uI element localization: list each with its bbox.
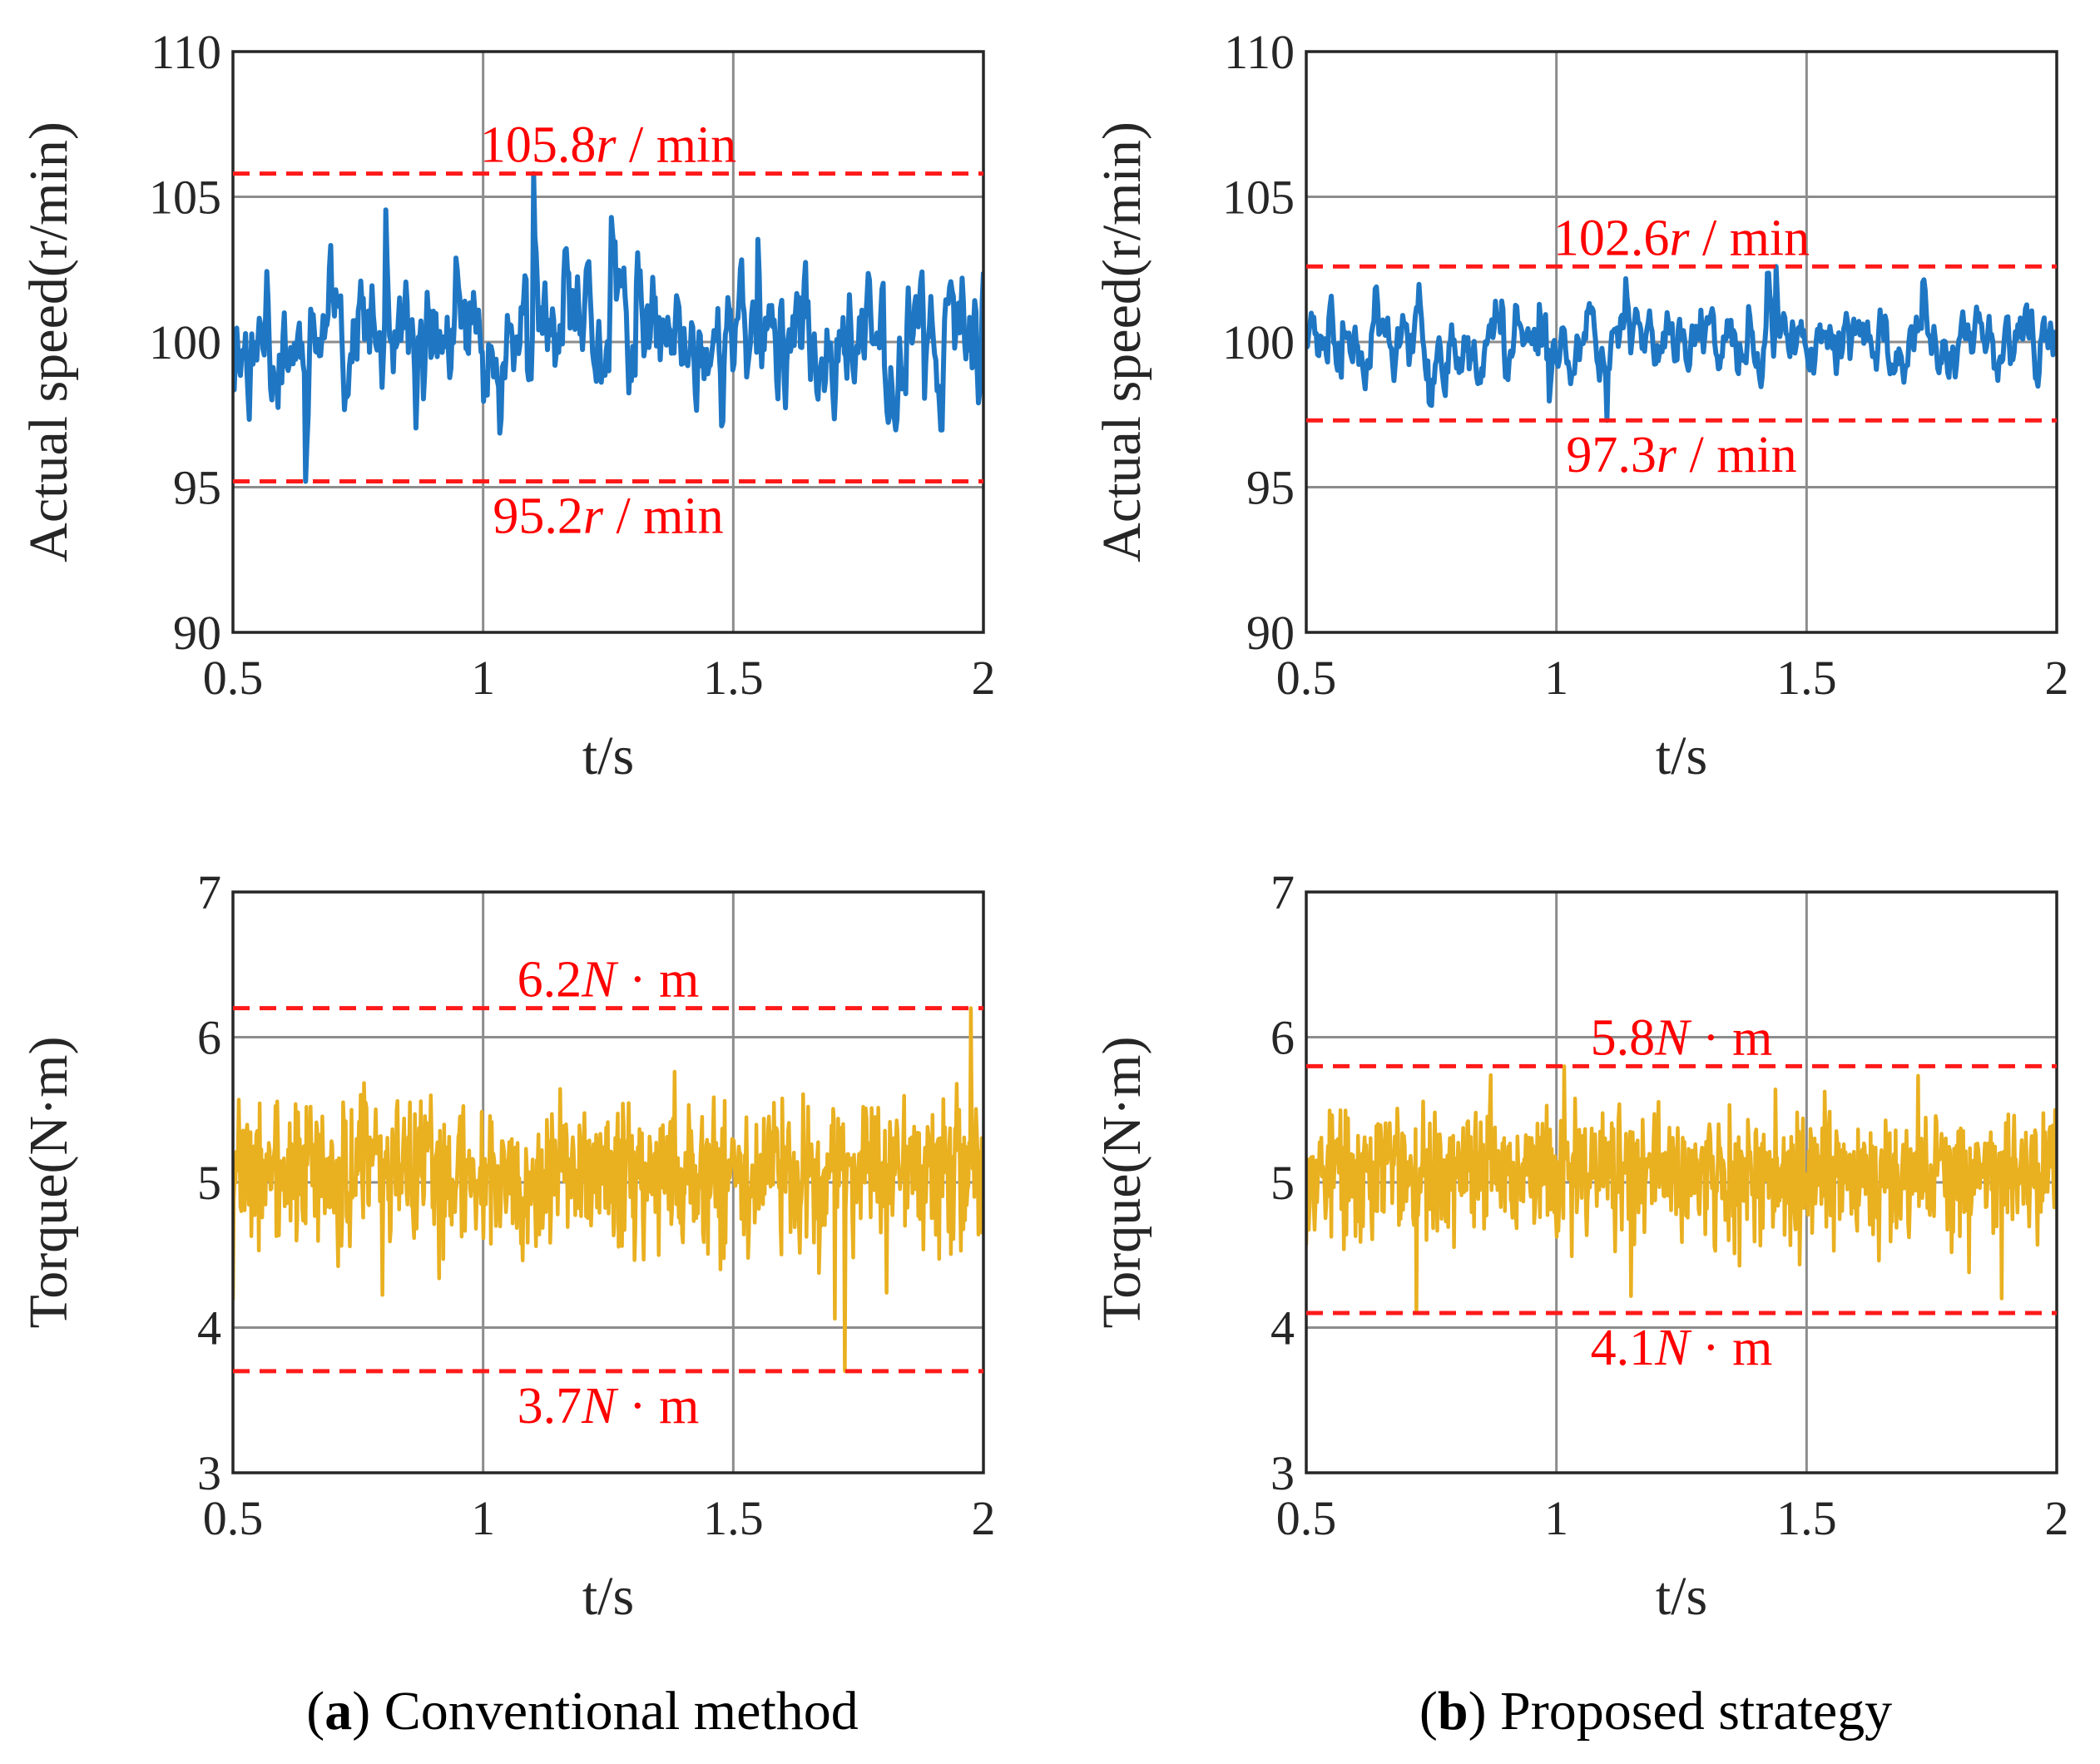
caption-a: (a) Conventional method — [306, 1681, 859, 1742]
panel-b-speed-limit-label-1-num: 97.3 — [1566, 427, 1657, 483]
panel-b-speed-signal-line — [1306, 264, 2057, 424]
panel-a-speed-limit-label-1: 95.2r / min — [493, 488, 723, 545]
panel-b-torque-xtick-1: 1 — [1544, 1491, 1568, 1545]
panel-a-torque-limit-label-1-num: 3.7 — [518, 1378, 582, 1434]
panel-b-torque-limit-label-1: 4.1N · m — [1591, 1320, 1773, 1376]
panel-a-torque-signal-line — [233, 1006, 983, 1374]
panel-a-torque-ytick-4: 7 — [197, 865, 221, 919]
panel-b-torque-limit-label-1-unit: · m — [1689, 1320, 1772, 1376]
panel-b-torque-limit-label-0: 5.8N · m — [1591, 1009, 1773, 1066]
panel-b-torque-chart: 5.8N · m4.1N · m0.5 1 1.5 234567t/sTorque(N… — [1092, 865, 2069, 1627]
panel-a-speed-limit-label-0-unit: / min — [616, 117, 736, 174]
caption-b: (b) Proposed strategy — [1419, 1681, 1892, 1742]
panel-b-speed-xtick-3: 2 — [2045, 651, 2069, 705]
panel-b-torque-ytick-0: 3 — [1270, 1446, 1295, 1500]
panel-b-torque-limit-label-1-num: 4.1 — [1591, 1320, 1656, 1376]
panel-a-torque-ylabel: Torque(N·m) — [18, 1037, 79, 1329]
panel-a-speed-xtick-2: 1.5 — [703, 651, 764, 705]
panel-b-torque-signal-line — [1306, 1064, 2057, 1316]
panel-a-torque-ytick-2: 5 — [197, 1156, 221, 1210]
panel-a-speed-limit-label-1-var: r — [583, 488, 604, 545]
panel-a-torque-ytick-3: 6 — [197, 1011, 221, 1065]
panel-b-speed-xlabel: t/s — [1656, 726, 1707, 786]
panel-a-speed-ytick-3: 105 — [149, 171, 221, 225]
panel-b-speed-ylabel: Actual speed(r/min) — [1092, 121, 1152, 562]
panel-b-speed-axes-box — [1305, 50, 2058, 634]
panel-a-torque-limit-label-1-unit: · m — [616, 1378, 699, 1434]
panel-a-torque-ytick-1: 4 — [197, 1301, 221, 1355]
panel-b-speed-limit-label-1-unit: / min — [1677, 427, 1797, 483]
panel-a-torque-chart: 6.2N · m3.7N · m0.5 1 1.5 234567t/sTorque(N… — [18, 865, 996, 1627]
panel-a-torque-limit-label-0-unit: · m — [616, 952, 699, 1008]
panel-a-speed-axes-box — [231, 50, 985, 634]
panel-a-speed-limit-label-0-var: r — [596, 117, 617, 174]
panel-a-torque-xtick-2: 1.5 — [703, 1491, 764, 1545]
panel-a-torque-xtick-0: 0.5 — [203, 1491, 264, 1545]
panel-b-torque-xtick-0: 0.5 — [1276, 1491, 1337, 1545]
panel-a-speed-ytick-2: 100 — [149, 315, 221, 369]
panel-b-speed-ytick-0: 90 — [1246, 606, 1295, 660]
panel-b-torque-xtick-3: 2 — [2045, 1491, 2069, 1545]
caption-b-close: ) — [1469, 1681, 1487, 1742]
panel-a-torque-axes-box — [231, 890, 985, 1474]
panel-a-speed-ytick-1: 95 — [173, 461, 221, 515]
panel-a-torque-limit-label-0-num: 6.2 — [518, 952, 582, 1008]
panel-b-torque-ylabel: Torque(N·m) — [1092, 1037, 1152, 1329]
panel-b-speed-limit-label-0-var: r — [1669, 210, 1690, 266]
panel-b-torque-xtick-2: 1.5 — [1776, 1491, 1837, 1545]
panel-b-torque-ytick-4: 7 — [1270, 865, 1295, 919]
panel-a-speed-signal-line — [233, 171, 983, 484]
panel-b-torque-ytick-2: 5 — [1270, 1156, 1295, 1210]
caption-a-text: Conventional method — [370, 1681, 859, 1742]
panel-a-torque-limit-label-0-var: N — [581, 952, 619, 1008]
panel-b-torque-xlabel: t/s — [1656, 1566, 1707, 1627]
panel-a-torque-limit-label-1-var: N — [581, 1378, 619, 1434]
panel-b-speed-xtick-2: 1.5 — [1776, 651, 1837, 705]
panel-b-speed-limit-label-1: 97.3r / min — [1566, 427, 1796, 483]
panel-b-speed-ytick-3: 105 — [1222, 171, 1295, 225]
panel-b-speed-limit-label-0-unit: / min — [1689, 210, 1810, 266]
panel-b-torque-axes-box — [1305, 890, 2058, 1474]
panel-b-torque-limit-label-0-var: N — [1654, 1009, 1692, 1066]
panel-b-speed-limit-label-0: 102.6r / min — [1553, 210, 1810, 266]
panel-b-torque-limit-label-1-var: N — [1654, 1320, 1692, 1376]
panel-b-speed-ytick-2: 100 — [1222, 315, 1295, 369]
panel-a-speed-ylabel: Actual speed(r/min) — [18, 121, 79, 562]
panel-a-torque-xlabel: t/s — [582, 1566, 634, 1627]
panel-a-speed-limit-label-1-unit: / min — [603, 488, 724, 545]
panel-a-speed-xlabel: t/s — [582, 726, 634, 786]
panel-b-speed-xtick-1: 1 — [1544, 651, 1568, 705]
caption-a-open: ( — [306, 1681, 324, 1742]
caption-b-open: ( — [1419, 1681, 1438, 1742]
panel-a-speed-ytick-4: 110 — [151, 25, 221, 79]
caption-b-text: Proposed strategy — [1487, 1681, 1893, 1742]
panel-a-speed-limit-label-0-num: 105.8 — [480, 117, 597, 174]
panel-b-speed-ytick-1: 95 — [1246, 461, 1295, 515]
caption-a-letter: a — [324, 1681, 352, 1742]
panel-a-speed-limit-label-0: 105.8r / min — [480, 117, 736, 174]
caption-a-close: ) — [352, 1681, 370, 1742]
panel-a-speed-xtick-0: 0.5 — [203, 651, 264, 705]
panel-a-speed-xtick-1: 1 — [471, 651, 495, 705]
panel-a-speed-ytick-0: 90 — [173, 606, 221, 660]
panel-a-speed-limit-label-1-num: 95.2 — [493, 488, 583, 545]
panel-a-torque-limit-label-0: 6.2N · m — [518, 952, 700, 1008]
panel-a-torque-xtick-3: 2 — [972, 1491, 996, 1545]
panel-b-speed-ytick-4: 110 — [1224, 25, 1295, 79]
panel-a-torque-xtick-1: 1 — [471, 1491, 495, 1545]
panel-b-torque-ytick-1: 4 — [1270, 1301, 1295, 1355]
panel-b-speed-xtick-0: 0.5 — [1276, 651, 1337, 705]
panel-b-speed-limit-label-0-num: 102.6 — [1553, 210, 1670, 266]
panel-a-speed-xtick-3: 2 — [972, 651, 996, 705]
panel-a-torque-ytick-0: 3 — [197, 1446, 221, 1500]
panel-a-torque-limit-label-1: 3.7N · m — [518, 1378, 700, 1434]
caption-b-letter: b — [1438, 1681, 1469, 1742]
panel-b-torque-ytick-3: 6 — [1270, 1011, 1295, 1065]
panel-b-torque-limit-label-0-num: 5.8 — [1591, 1009, 1656, 1066]
panel-b-torque-limit-label-0-unit: · m — [1689, 1009, 1772, 1066]
panel-b-speed-limit-label-1-var: r — [1657, 427, 1677, 483]
